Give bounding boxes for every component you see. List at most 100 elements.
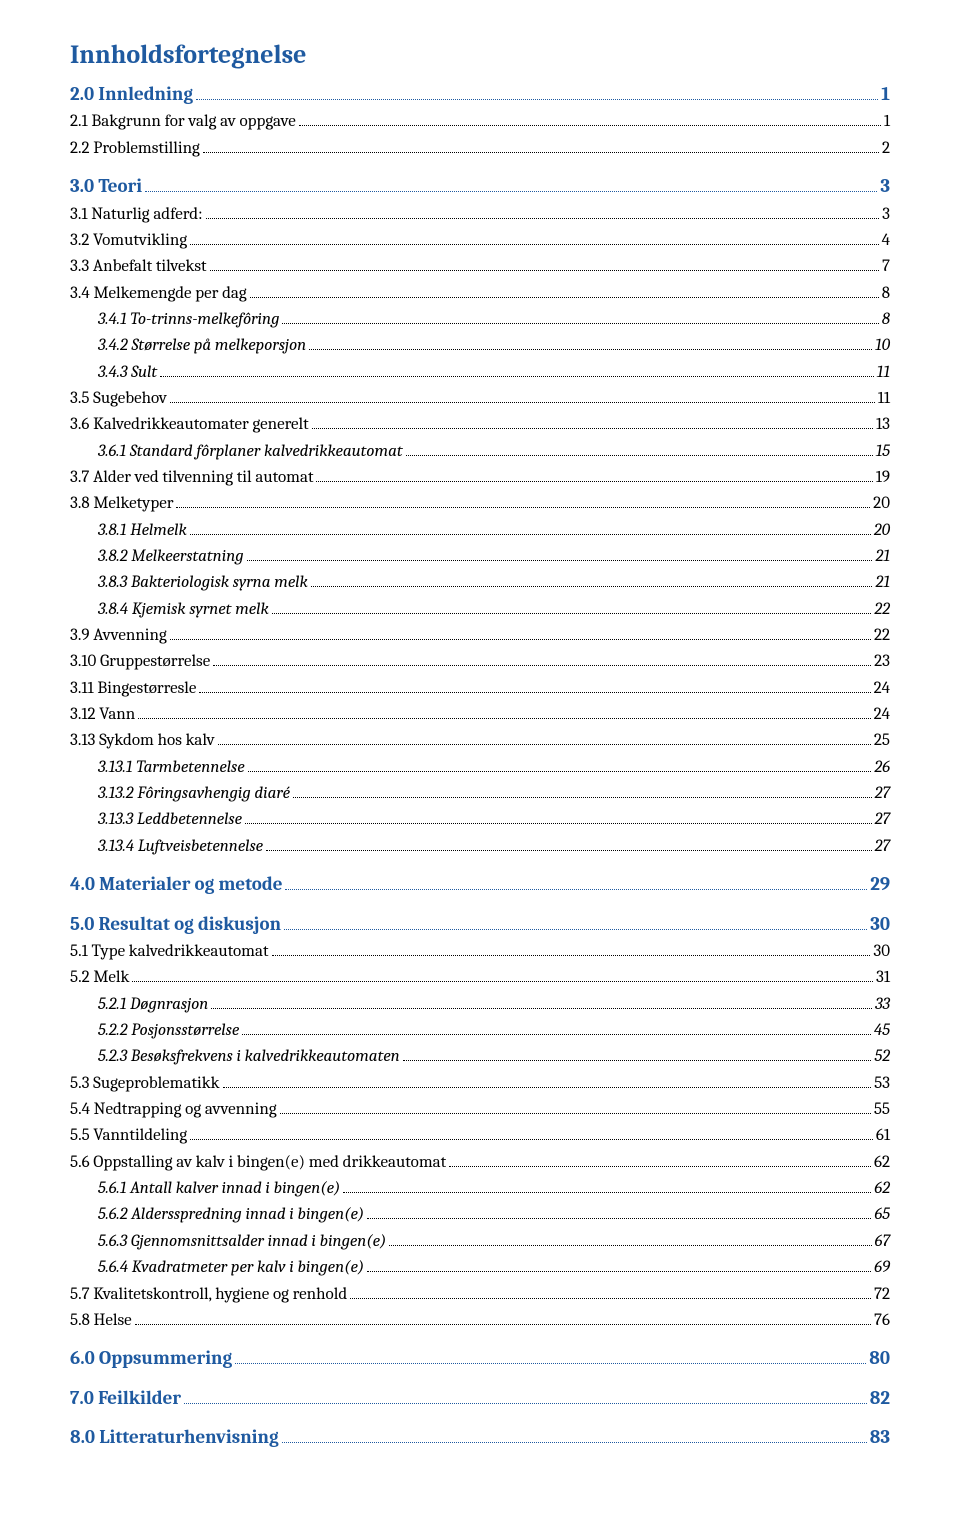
toc-entry-label: 3.13.1 Tarmbetennelse [98, 755, 245, 781]
toc-entry[interactable]: 3.8 Melketyper 20 [70, 491, 890, 517]
toc-entry[interactable]: 7.0 Feilkilder 82 [70, 1384, 890, 1413]
toc-entry[interactable]: 3.6.1 Standard fôrplaner kalvedrikkeauto… [70, 439, 890, 465]
toc-entry-page: 4 [882, 228, 890, 254]
toc-entry[interactable]: 3.6 Kalvedrikkeautomater generelt 13 [70, 412, 890, 438]
toc-entry[interactable]: 3.13.3 Leddbetennelse 27 [70, 807, 890, 833]
toc-entry[interactable]: 5.8 Helse 76 [70, 1308, 890, 1334]
toc-entry[interactable]: 8.0 Litteraturhenvisning 83 [70, 1423, 890, 1452]
toc-entry-page: 72 [874, 1282, 890, 1308]
toc-entry[interactable]: 3.1 Naturlig adferd: 3 [70, 202, 890, 228]
toc-leader-dots [190, 534, 871, 535]
toc-entry[interactable]: 5.7 Kvalitetskontroll, hygiene og renhol… [70, 1282, 890, 1308]
toc-entry[interactable]: 3.9 Avvenning 22 [70, 623, 890, 649]
toc-entry[interactable]: 3.4.1 To-trinns-melkefôring 8 [70, 307, 890, 333]
toc-entry-label: 5.0 Resultat og diskusjon [70, 910, 281, 939]
toc-entry[interactable]: 3.0 Teori 3 [70, 172, 890, 201]
toc-entry-page: 30 [873, 939, 890, 965]
toc-leader-dots [272, 955, 871, 956]
toc-entry[interactable]: 3.2 Vomutvikling 4 [70, 228, 890, 254]
toc-entry[interactable]: 5.0 Resultat og diskusjon 30 [70, 910, 890, 939]
toc-entry[interactable]: 5.2 Melk 31 [70, 965, 890, 991]
toc-entry[interactable]: 5.4 Nedtrapping og avvenning 55 [70, 1097, 890, 1123]
toc-entry-label: 3.8.3 Bakteriologisk syrna melk [98, 570, 308, 596]
toc-entry[interactable]: 3.4 Melkemengde per dag 8 [70, 281, 890, 307]
toc-leader-dots [367, 1218, 871, 1219]
toc-entry[interactable]: 5.2.1 Døgnrasjon 33 [70, 992, 890, 1018]
toc-leader-dots [176, 507, 870, 508]
toc-entry[interactable]: 3.8.4 Kjemisk syrnet melk 22 [70, 597, 890, 623]
toc-entry[interactable]: 5.6.3 Gjennomsnittsalder innad i bingen(… [70, 1229, 890, 1255]
toc-leader-dots [138, 718, 870, 719]
toc-entry-page: 25 [874, 728, 890, 754]
toc-entry[interactable]: 3.13 Sykdom hos kalv 25 [70, 728, 890, 754]
toc-entry[interactable]: 5.2.3 Besøksfrekvens i kalvedrikkeautoma… [70, 1044, 890, 1070]
toc-entry-page: 24 [874, 702, 890, 728]
toc-entry-page: 11 [877, 360, 890, 386]
toc-leader-dots [170, 402, 875, 403]
toc-entry-label: 5.5 Vanntildeling [70, 1123, 187, 1149]
toc-entry-page: 11 [878, 386, 890, 412]
toc-entry[interactable]: 3.3 Anbefalt tilvekst 7 [70, 254, 890, 280]
toc-entry-page: 83 [870, 1423, 890, 1452]
toc-entry[interactable]: 3.11 Bingestørresle 24 [70, 676, 890, 702]
toc-entry-label: 3.9 Avvenning [70, 623, 167, 649]
toc-entry[interactable]: 5.6 Oppstalling av kalv i bingen(e) med … [70, 1150, 890, 1176]
toc-leader-dots [316, 481, 872, 482]
toc-entry[interactable]: 6.0 Oppsummering 80 [70, 1344, 890, 1373]
toc-entry-label: 7.0 Feilkilder [70, 1384, 181, 1413]
toc-leader-dots [132, 981, 873, 982]
toc-entry-label: 2.1 Bakgrunn for valg av oppgave [70, 109, 296, 135]
document-page: Innholdsfortegnelse 2.0 Innledning 12.1 … [0, 0, 960, 1513]
toc-leader-dots [206, 218, 880, 219]
toc-entry[interactable]: 5.6.4 Kvadratmeter per kalv i bingen(e) … [70, 1255, 890, 1281]
toc-leader-dots [211, 1008, 872, 1009]
toc-entry[interactable]: 3.7 Alder ved tilvenning til automat 19 [70, 465, 890, 491]
toc-leader-dots [210, 270, 879, 271]
toc-leader-dots [266, 850, 872, 851]
toc-leader-dots [350, 1298, 871, 1299]
toc-entry[interactable]: 5.1 Type kalvedrikkeautomat 30 [70, 939, 890, 965]
toc-leader-dots [403, 1060, 872, 1061]
toc-entry-label: 5.2.2 Posjonsstørrelse [98, 1018, 239, 1044]
toc-entry[interactable]: 2.2 Problemstilling 2 [70, 136, 890, 162]
toc-entry[interactable]: 3.8.1 Helmelk 20 [70, 518, 890, 544]
toc-entry[interactable]: 5.3 Sugeproblematikk 53 [70, 1071, 890, 1097]
toc-entry-page: 29 [870, 870, 890, 899]
toc-entry[interactable]: 3.13.1 Tarmbetennelse 26 [70, 755, 890, 781]
toc-entry-page: 62 [874, 1150, 890, 1176]
toc-entry-page: 52 [874, 1044, 890, 1070]
toc-entry[interactable]: 4.0 Materialer og metode 29 [70, 870, 890, 899]
toc-entry[interactable]: 5.5 Vanntildeling 61 [70, 1123, 890, 1149]
toc-entry-page: 21 [875, 570, 890, 596]
toc-entry-page: 22 [874, 597, 890, 623]
toc-entry-page: 61 [876, 1123, 890, 1149]
toc-entry-label: 3.13 Sykdom hos kalv [70, 728, 215, 754]
toc-spacer [70, 1334, 890, 1344]
toc-leader-dots [406, 455, 873, 456]
toc-entry[interactable]: 5.2.2 Posjonsstørrelse 45 [70, 1018, 890, 1044]
toc-entry[interactable]: 3.8.3 Bakteriologisk syrna melk 21 [70, 570, 890, 596]
toc-entry[interactable]: 3.5 Sugebehov 11 [70, 386, 890, 412]
toc-entry[interactable]: 3.13.4 Luftveisbetennelse 27 [70, 834, 890, 860]
toc-entry-label: 5.6.1 Antall kalver innad i bingen(e) [98, 1176, 340, 1202]
toc-entry-label: 5.3 Sugeproblematikk [70, 1071, 220, 1097]
toc-entry[interactable]: 3.12 Vann 24 [70, 702, 890, 728]
toc-entry-page: 10 [875, 333, 890, 359]
toc-container: 2.0 Innledning 12.1 Bakgrunn for valg av… [70, 80, 890, 1453]
toc-entry[interactable]: 2.1 Bakgrunn for valg av oppgave 1 [70, 109, 890, 135]
toc-entry[interactable]: 3.4.3 Sult 11 [70, 360, 890, 386]
toc-entry[interactable]: 3.4.2 Størrelse på melkeporsjon 10 [70, 333, 890, 359]
toc-entry-page: 24 [874, 676, 890, 702]
toc-entry[interactable]: 3.13.2 Fôringsavhengig diaré 27 [70, 781, 890, 807]
toc-entry-label: 2.2 Problemstilling [70, 136, 200, 162]
toc-entry-label: 3.13.3 Leddbetennelse [98, 807, 242, 833]
toc-entry[interactable]: 2.0 Innledning 1 [70, 80, 890, 109]
toc-entry[interactable]: 3.8.2 Melkeerstatning 21 [70, 544, 890, 570]
toc-entry-label: 3.8 Melketyper [70, 491, 173, 517]
toc-entry-page: 67 [875, 1229, 890, 1255]
toc-leader-dots [247, 560, 873, 561]
toc-entry[interactable]: 3.10 Gruppestørrelse 23 [70, 649, 890, 675]
toc-entry[interactable]: 5.6.1 Antall kalver innad i bingen(e) 62 [70, 1176, 890, 1202]
toc-leader-dots [285, 889, 867, 890]
toc-entry[interactable]: 5.6.2 Aldersspredning innad i bingen(e) … [70, 1202, 890, 1228]
